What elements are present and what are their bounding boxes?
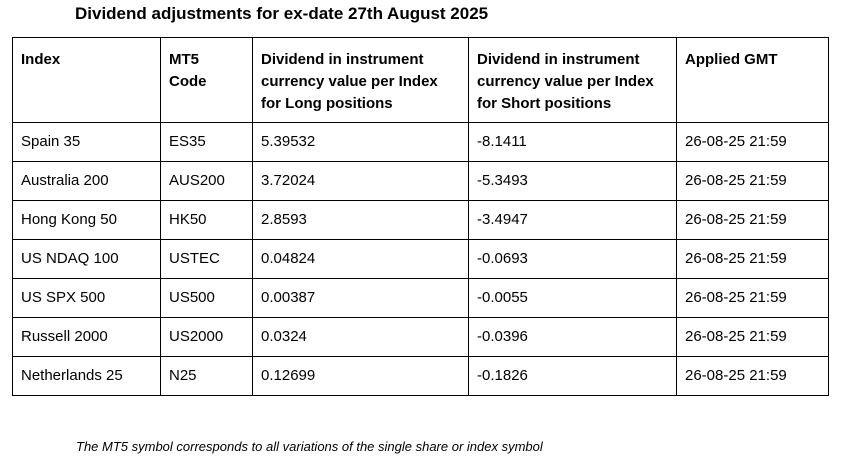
cell-index: Australia 200 — [12, 161, 161, 201]
table-row: Russell 2000 US2000 0.0324 -0.0396 26-08… — [12, 317, 829, 357]
cell-index: Hong Kong 50 — [12, 200, 161, 240]
table-row: Australia 200 AUS200 3.72024 -5.3493 26-… — [12, 161, 829, 201]
cell-dividend-short: -0.0055 — [468, 278, 677, 318]
cell-applied-gmt: 26-08-25 21:59 — [676, 278, 829, 318]
document-title: Dividend adjustments for ex-date 27th Au… — [75, 4, 489, 23]
cell-index: US NDAQ 100 — [12, 239, 161, 279]
cell-applied-gmt: 26-08-25 21:59 — [676, 200, 829, 240]
cell-dividend-short: -5.3493 — [468, 161, 677, 201]
cell-applied-gmt: 26-08-25 21:59 — [676, 239, 829, 279]
cell-dividend-short: -0.0396 — [468, 317, 677, 357]
header-mt5-code: MT5 Code — [160, 37, 253, 123]
cell-dividend-long: 0.00387 — [252, 278, 469, 318]
cell-applied-gmt: 26-08-25 21:59 — [676, 122, 829, 162]
cell-dividend-long: 0.04824 — [252, 239, 469, 279]
cell-mt5-code: ES35 — [160, 122, 253, 162]
cell-dividend-long: 5.39532 — [252, 122, 469, 162]
cell-index: Netherlands 25 — [12, 356, 161, 396]
cell-mt5-code: HK50 — [160, 200, 253, 240]
cell-applied-gmt: 26-08-25 21:59 — [676, 161, 829, 201]
cell-index: Spain 35 — [12, 122, 161, 162]
cell-dividend-long: 2.8593 — [252, 200, 469, 240]
cell-dividend-short: -8.1411 — [468, 122, 677, 162]
header-line: for Long positions — [261, 95, 393, 112]
cell-index: Russell 2000 — [12, 317, 161, 357]
cell-dividend-long: 0.12699 — [252, 356, 469, 396]
cell-mt5-code: AUS200 — [160, 161, 253, 201]
header-line: Dividend in instrument — [261, 51, 424, 68]
cell-mt5-code: USTEC — [160, 239, 253, 279]
header-line: Dividend in instrument — [477, 51, 640, 68]
cell-applied-gmt: 26-08-25 21:59 — [676, 356, 829, 396]
cell-dividend-short: -0.0693 — [468, 239, 677, 279]
table-header-row: Index MT5 Code Dividend in instrument cu… — [12, 37, 829, 123]
cell-mt5-code: US500 — [160, 278, 253, 318]
header-index: Index — [12, 37, 161, 123]
cell-dividend-short: -3.4947 — [468, 200, 677, 240]
header-dividend-short: Dividend in instrument currency value pe… — [468, 37, 677, 123]
header-line: MT5 — [169, 51, 199, 68]
header-line: Code — [169, 73, 207, 90]
cell-index: US SPX 500 — [12, 278, 161, 318]
table-row: Spain 35 ES35 5.39532 -8.1411 26-08-25 2… — [12, 122, 829, 162]
header-line: currency value per Index — [261, 73, 438, 90]
cell-applied-gmt: 26-08-25 21:59 — [676, 317, 829, 357]
cell-mt5-code: N25 — [160, 356, 253, 396]
dividend-adjustments-table: Index MT5 Code Dividend in instrument cu… — [12, 37, 829, 396]
header-line: currency value per Index — [477, 73, 654, 90]
cell-dividend-long: 0.0324 — [252, 317, 469, 357]
cell-dividend-short: -0.1826 — [468, 356, 677, 396]
table-row: US NDAQ 100 USTEC 0.04824 -0.0693 26-08-… — [12, 239, 829, 279]
header-line: Applied GMT — [685, 51, 778, 68]
header-line: Index — [21, 51, 61, 68]
header-dividend-long: Dividend in instrument currency value pe… — [252, 37, 469, 123]
table-row: US SPX 500 US500 0.00387 -0.0055 26-08-2… — [12, 278, 829, 318]
header-line: for Short positions — [477, 95, 612, 112]
footnote: The MT5 symbol corresponds to all variat… — [76, 439, 543, 454]
table-row: Hong Kong 50 HK50 2.8593 -3.4947 26-08-2… — [12, 200, 829, 240]
header-applied-gmt: Applied GMT — [676, 37, 829, 123]
cell-mt5-code: US2000 — [160, 317, 253, 357]
cell-dividend-long: 3.72024 — [252, 161, 469, 201]
table-row: Netherlands 25 N25 0.12699 -0.1826 26-08… — [12, 356, 829, 396]
